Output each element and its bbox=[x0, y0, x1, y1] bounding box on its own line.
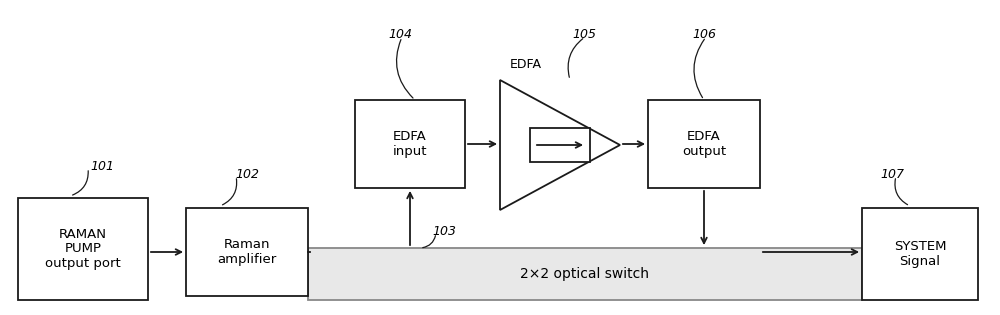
Text: 105: 105 bbox=[572, 28, 596, 41]
FancyBboxPatch shape bbox=[530, 128, 590, 162]
Text: SYSTEM
Signal: SYSTEM Signal bbox=[894, 240, 946, 268]
Text: EDFA
output: EDFA output bbox=[682, 130, 726, 158]
Text: 103: 103 bbox=[432, 225, 456, 238]
Text: 106: 106 bbox=[692, 28, 716, 41]
Text: 101: 101 bbox=[90, 160, 114, 173]
FancyBboxPatch shape bbox=[18, 198, 148, 300]
Text: 102: 102 bbox=[235, 168, 259, 181]
FancyBboxPatch shape bbox=[862, 208, 978, 300]
Text: 107: 107 bbox=[880, 168, 904, 181]
Text: EDFA
input: EDFA input bbox=[393, 130, 427, 158]
Text: EDFA: EDFA bbox=[510, 59, 542, 72]
Text: 104: 104 bbox=[388, 28, 412, 41]
FancyBboxPatch shape bbox=[186, 208, 308, 296]
FancyBboxPatch shape bbox=[308, 248, 862, 300]
Text: RAMAN
PUMP
output port: RAMAN PUMP output port bbox=[45, 227, 121, 271]
FancyBboxPatch shape bbox=[648, 100, 760, 188]
Text: Raman
amplifier: Raman amplifier bbox=[217, 238, 277, 266]
FancyBboxPatch shape bbox=[355, 100, 465, 188]
Text: 2×2 optical switch: 2×2 optical switch bbox=[520, 267, 650, 281]
